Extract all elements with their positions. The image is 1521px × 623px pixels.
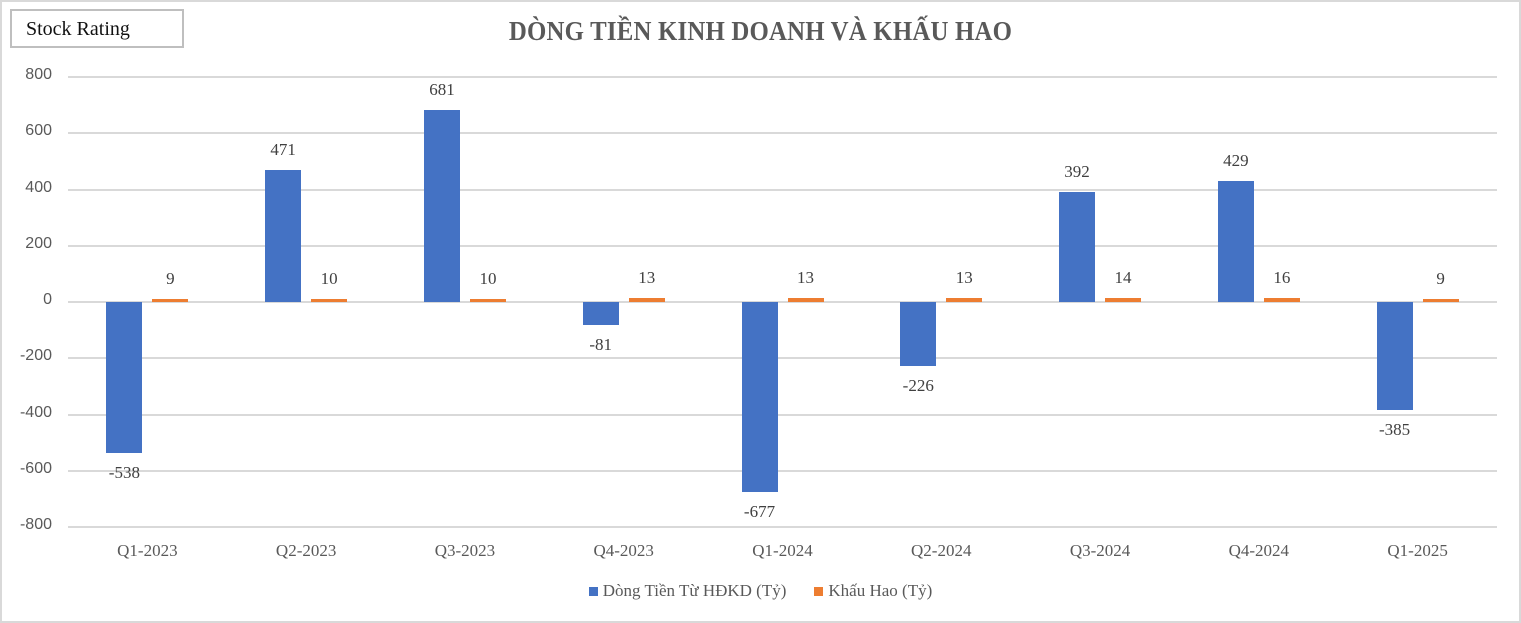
bar-operating-cashflow	[1059, 191, 1096, 302]
legend-swatch-icon	[814, 586, 824, 596]
legend-item[interactable]: Dòng Tiền Từ HĐKD (Tỷ)	[588, 581, 787, 601]
data-label: 10	[479, 269, 497, 288]
bar-operating-cashflow	[265, 169, 302, 302]
data-label: 13	[638, 268, 656, 288]
gridline	[68, 357, 1497, 360]
data-label: -81	[589, 334, 613, 354]
y-tick-label: -400	[19, 403, 52, 421]
bar-depreciation	[628, 298, 665, 302]
bar-depreciation	[1105, 298, 1142, 302]
data-label: 10	[320, 269, 338, 288]
legend-item[interactable]: Khấu Hao (Tỷ)	[814, 581, 932, 601]
gridline	[68, 526, 1497, 528]
gridline	[68, 244, 1497, 247]
data-label: 9	[1436, 269, 1445, 288]
bar-depreciation	[787, 298, 824, 302]
y-tick-label: 800	[25, 66, 52, 83]
bar-operating-cashflow	[900, 302, 937, 366]
data-label: 13	[955, 268, 973, 288]
data-label: -538	[108, 463, 140, 483]
x-tick-label: Q1-2023	[117, 541, 178, 560]
x-tick-label: Q1-2024	[752, 541, 813, 560]
bar-operating-cashflow	[106, 302, 143, 454]
bar-depreciation	[1263, 297, 1300, 302]
data-label: 13	[797, 268, 814, 288]
gridline	[68, 301, 1497, 303]
data-label: 14	[1114, 268, 1132, 288]
legend: Dòng Tiền Từ HĐKD (Tỷ) Khấu Hao (Tỷ)	[0, 581, 1521, 601]
bar-operating-cashflow	[1217, 181, 1254, 302]
bar-operating-cashflow	[1376, 302, 1413, 411]
data-label: 681	[429, 80, 455, 100]
bar-operating-cashflow	[741, 302, 778, 493]
gridline	[68, 76, 1497, 78]
y-tick-label: -200	[19, 347, 52, 365]
gridline	[68, 188, 1497, 191]
data-label: 392	[1064, 161, 1090, 181]
y-tick-label: 200	[25, 234, 52, 252]
bar-operating-cashflow	[423, 110, 460, 302]
data-label: 429	[1223, 151, 1249, 171]
gridline	[68, 469, 1497, 472]
data-label: 471	[270, 139, 296, 159]
gridline	[68, 413, 1497, 416]
x-tick-label: Q4-2023	[593, 541, 654, 560]
y-tick-label: -600	[19, 459, 52, 477]
bar-depreciation	[311, 299, 348, 302]
data-label: -677	[743, 502, 776, 522]
data-label: -226	[902, 375, 934, 395]
x-tick-label: Q2-2024	[911, 541, 972, 560]
bar-depreciation	[152, 299, 189, 302]
y-tick-label: -800	[19, 516, 52, 533]
data-label: 9	[166, 269, 175, 288]
bar-depreciation	[1422, 299, 1459, 302]
bar-operating-cashflow	[582, 302, 619, 325]
y-tick-label: 0	[43, 291, 52, 308]
bar-depreciation	[946, 298, 983, 302]
x-tick-label: Q3-2024	[1069, 541, 1131, 560]
legend-label: Dòng Tiền Từ HĐKD (Tỷ)	[602, 581, 787, 600]
gridline	[68, 132, 1497, 135]
x-tick-label: Q4-2024	[1228, 541, 1290, 560]
x-tick-label: Q3-2023	[434, 541, 496, 560]
chart-title: DÒNG TIỀN KINH DOANH VÀ KHẤU HAO	[508, 16, 1013, 46]
stock-rating-badge: Stock Rating	[10, 9, 184, 48]
y-tick-label: 600	[25, 122, 52, 140]
y-tick-label: 400	[25, 178, 52, 196]
data-label: -385	[1379, 420, 1411, 440]
bar-depreciation	[469, 299, 506, 302]
x-tick-label: Q1-2025	[1387, 541, 1448, 560]
x-tick-label: Q2-2023	[275, 541, 337, 560]
legend-swatch-icon	[588, 586, 598, 596]
data-label: 16	[1273, 267, 1291, 287]
legend-label: Khấu Hao (Tỷ)	[828, 581, 933, 600]
